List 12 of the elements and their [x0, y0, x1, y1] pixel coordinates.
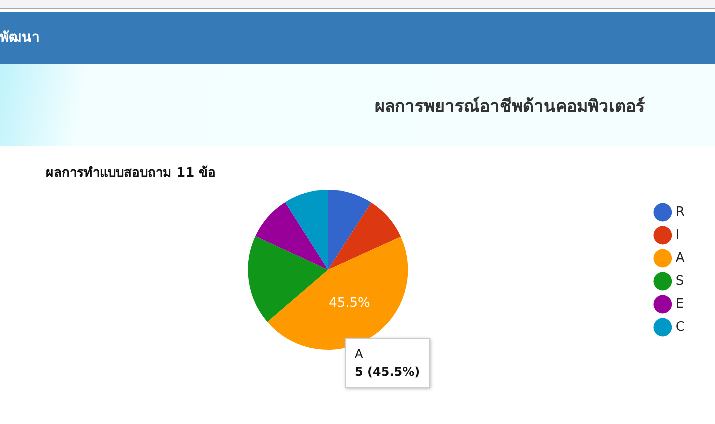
- legend-label: C: [676, 320, 685, 335]
- text: 5 (45.5%): [355, 364, 420, 381]
- legend-label: R: [676, 204, 685, 220]
- text: ผลการทำแบบสอบถาม 11 ข้อ: [46, 164, 216, 183]
- legend-label: I: [676, 228, 680, 243]
- text: A: [355, 346, 364, 363]
- text: พัฒนา: [0, 12, 715, 64]
- data-label: 45.5%: [329, 296, 370, 312]
- legend-label: A: [676, 250, 685, 266]
- legend-label: E: [676, 296, 684, 312]
- chart-title: ผลการพยารณ์อาชีพด้านคอมพิวเตอร์: [375, 96, 645, 119]
- legend-label: S: [676, 274, 684, 289]
